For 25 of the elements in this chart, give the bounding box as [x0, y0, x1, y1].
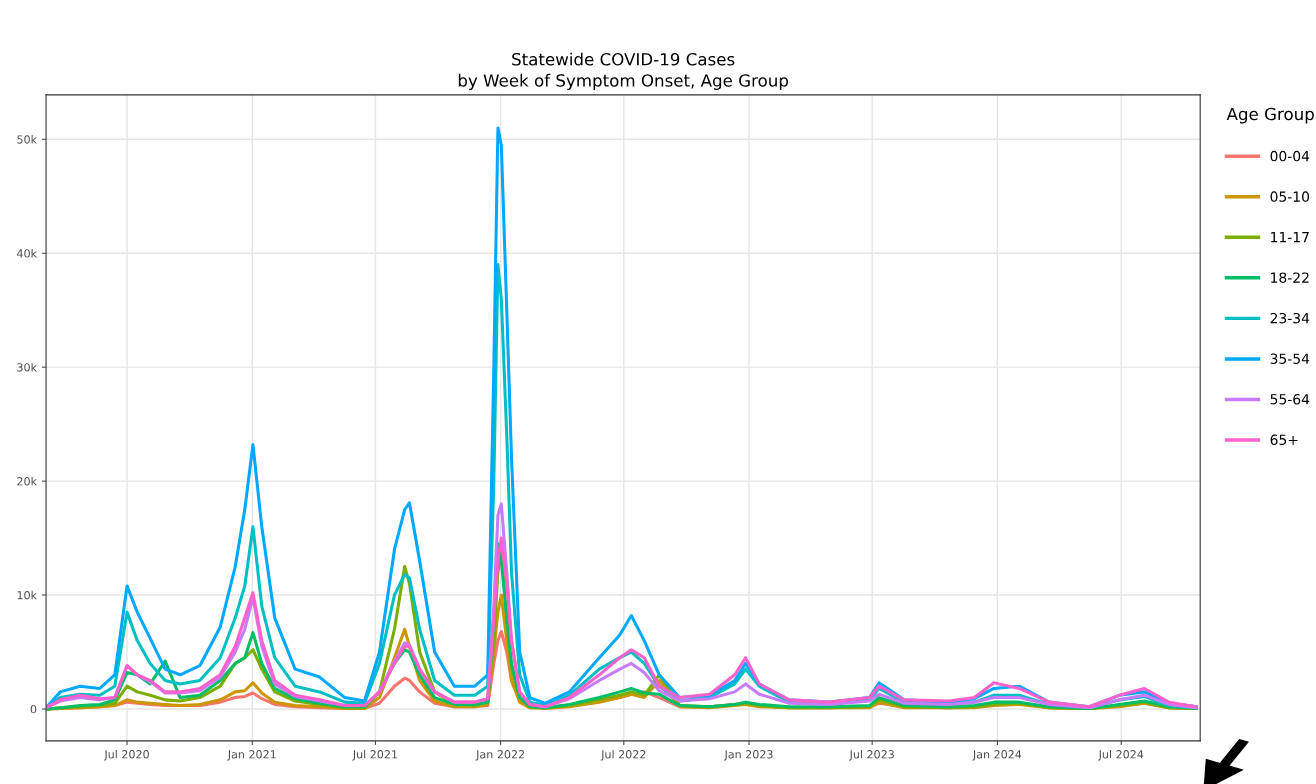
legend-label: 00-04 — [1270, 150, 1310, 162]
legend-label: 05-10 — [1270, 191, 1310, 202]
x-tick-label: Jan 2021 — [227, 750, 276, 761]
chart-title: Statewide COVID-19 Cases by Week of Symptom Onset, Age Group — [458, 52, 789, 90]
x-tick-label: Jul 2024 — [1098, 749, 1144, 761]
y-tick-label: 30k — [17, 362, 37, 372]
x-tick-label: Jul 2020 — [103, 749, 149, 761]
legend-label: 35-54 — [1270, 353, 1310, 364]
x-tick-label: Jan 2024 — [972, 750, 1022, 761]
legend-label: 11-17 — [1271, 232, 1309, 243]
y-tick-label: 40k — [17, 249, 37, 258]
y-tick-label: 50k — [17, 135, 37, 144]
legend-label: 65+ — [1270, 434, 1298, 445]
x-tick-label: Jan 2022 — [475, 750, 524, 761]
legend-label: 18-22 — [1271, 272, 1309, 283]
y-tick-label: 20k — [17, 476, 37, 486]
legend-label: 23-34 — [1270, 312, 1310, 324]
y-tick-label: 10k — [17, 590, 37, 600]
x-tick-label: Jul 2023 — [849, 749, 894, 761]
x-tick-label: Jul 2021 — [352, 749, 397, 761]
x-tick-label: Jan 2023 — [723, 750, 773, 761]
legend-label: 55-64 — [1270, 393, 1310, 405]
x-tick-label: Jul 2022 — [600, 749, 646, 761]
y-tick-label: 0 — [30, 704, 37, 714]
legend-title: Age Group — [1226, 107, 1314, 124]
